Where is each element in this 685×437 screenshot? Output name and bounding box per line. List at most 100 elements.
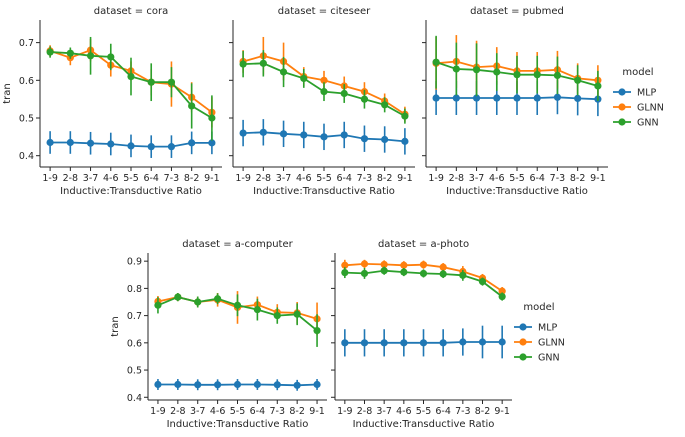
x-axis-label: Inductive:Transductive Ratio xyxy=(60,186,202,197)
data-point xyxy=(439,339,447,347)
x-tick-label: 8-2 xyxy=(475,406,491,417)
data-point xyxy=(86,139,95,147)
x-tick-label: 1-9 xyxy=(235,173,251,184)
data-point xyxy=(233,301,242,309)
data-point xyxy=(320,133,328,141)
panel-title: dataset = a-photo xyxy=(378,239,469,250)
data-point xyxy=(127,72,135,81)
data-point xyxy=(208,139,216,147)
data-point xyxy=(233,380,242,389)
data-point xyxy=(340,131,348,139)
panel-title: dataset = pubmed xyxy=(470,6,564,17)
x-tick-label: 4-6 xyxy=(489,173,505,184)
x-tick-label: 4-6 xyxy=(296,173,312,184)
x-tick-label: 8-2 xyxy=(570,173,586,184)
legend-title: model xyxy=(622,67,653,78)
y-tick-label: 0.8 xyxy=(127,284,142,295)
data-point xyxy=(194,381,202,389)
data-point xyxy=(400,261,408,269)
x-tick-label: 7-3 xyxy=(357,173,373,184)
data-point xyxy=(107,140,115,148)
data-point xyxy=(452,94,460,102)
legend-label: GNN xyxy=(538,353,560,364)
legend-title: model xyxy=(523,302,554,313)
x-tick-label: 9-1 xyxy=(204,173,220,184)
data-point xyxy=(493,68,501,76)
data-point xyxy=(553,93,562,101)
y-tick-label: 0.4 xyxy=(19,151,34,162)
x-tick-label: 7-3 xyxy=(455,406,471,417)
y-tick-label: 0.5 xyxy=(19,114,34,125)
data-point xyxy=(167,143,176,151)
data-point xyxy=(279,130,288,138)
x-tick-label: 8-2 xyxy=(289,406,305,417)
data-point xyxy=(167,78,176,86)
data-point xyxy=(401,112,409,120)
legend-swatch-marker xyxy=(618,118,626,126)
data-point xyxy=(174,380,182,389)
y-axis-label: tran xyxy=(2,83,13,104)
x-tick-label: 8-2 xyxy=(377,173,393,184)
data-point xyxy=(459,338,467,346)
x-tick-label: 5-5 xyxy=(123,173,139,184)
data-point xyxy=(533,94,541,102)
x-tick-label: 2-8 xyxy=(449,173,465,184)
data-point xyxy=(313,326,321,335)
data-point xyxy=(194,298,202,306)
x-tick-label: 6-4 xyxy=(529,173,545,184)
x-tick-label: 5-5 xyxy=(230,406,246,417)
data-point xyxy=(360,95,369,103)
data-point xyxy=(401,137,409,145)
data-point xyxy=(380,260,388,269)
legend-swatch-marker xyxy=(618,103,626,111)
data-point xyxy=(360,269,369,278)
data-point xyxy=(66,138,74,147)
data-point xyxy=(239,129,247,137)
x-tick-label: 9-1 xyxy=(309,406,325,417)
data-point xyxy=(459,271,467,279)
data-point xyxy=(498,287,506,295)
legend-label: GLNN xyxy=(538,338,565,349)
x-tick-label: 3-7 xyxy=(83,173,99,184)
y-tick-label: 0.5 xyxy=(127,366,142,377)
data-point xyxy=(574,94,582,102)
legend-swatch-marker xyxy=(519,338,527,346)
data-point xyxy=(293,381,301,389)
data-point xyxy=(188,139,196,147)
x-tick-label: 6-4 xyxy=(250,406,266,417)
x-tick-label: 6-4 xyxy=(336,173,352,184)
data-point xyxy=(239,60,247,68)
data-point xyxy=(472,66,481,74)
x-tick-label: 1-9 xyxy=(150,406,166,417)
y-tick-label: 0.7 xyxy=(127,311,142,322)
x-tick-label: 7-3 xyxy=(550,173,566,184)
data-point xyxy=(341,339,349,347)
x-tick-label: 4-6 xyxy=(103,173,119,184)
data-point xyxy=(147,78,155,86)
y-tick-label: 0.4 xyxy=(127,393,142,404)
data-point xyxy=(320,76,328,84)
data-point xyxy=(174,293,182,301)
x-tick-label: 7-3 xyxy=(270,406,286,417)
legend-swatch-marker xyxy=(519,353,527,361)
x-tick-label: 9-1 xyxy=(397,173,413,184)
x-tick-label: 3-7 xyxy=(190,406,206,417)
x-tick-label: 5-5 xyxy=(509,173,525,184)
data-point xyxy=(127,142,135,150)
x-axis-label: Inductive:Transductive Ratio xyxy=(446,186,588,197)
y-tick-label: 0.7 xyxy=(19,38,34,49)
data-point xyxy=(259,128,267,136)
x-tick-label: 6-4 xyxy=(435,406,451,417)
data-point xyxy=(313,380,321,389)
y-axis-label: tran xyxy=(110,316,121,337)
x-tick-label: 3-7 xyxy=(376,406,392,417)
data-point xyxy=(478,277,487,286)
data-point xyxy=(214,381,222,389)
data-point xyxy=(419,269,428,278)
data-point xyxy=(86,52,95,60)
data-point xyxy=(273,381,281,389)
data-point xyxy=(208,114,216,122)
data-point xyxy=(273,312,281,320)
legend-label: MLP xyxy=(538,323,557,334)
